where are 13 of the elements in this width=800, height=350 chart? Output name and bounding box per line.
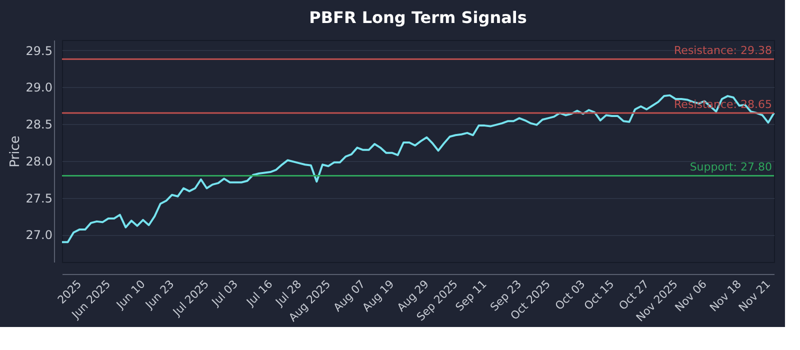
- x-tick-label: Jul 03: [208, 278, 240, 310]
- y-tick-label: 29.0: [26, 80, 52, 95]
- chart-title: PBFR Long Term Signals: [309, 8, 527, 27]
- y-tick-label: 28.0: [26, 154, 52, 168]
- y-axis-title: Price: [8, 136, 23, 168]
- y-tick-label: 28.5: [26, 118, 52, 132]
- y-tick-label: 27.5: [26, 191, 52, 206]
- x-tick-label: Jul 16: [243, 278, 276, 310]
- ref-line-label: Support: 27.80: [690, 160, 772, 174]
- y-tick-label: 27.0: [26, 228, 52, 242]
- line-series: [61, 94, 775, 244]
- ref-line-label: Resistance: 29.38: [674, 44, 772, 58]
- y-tick-label: 29.5: [26, 44, 52, 58]
